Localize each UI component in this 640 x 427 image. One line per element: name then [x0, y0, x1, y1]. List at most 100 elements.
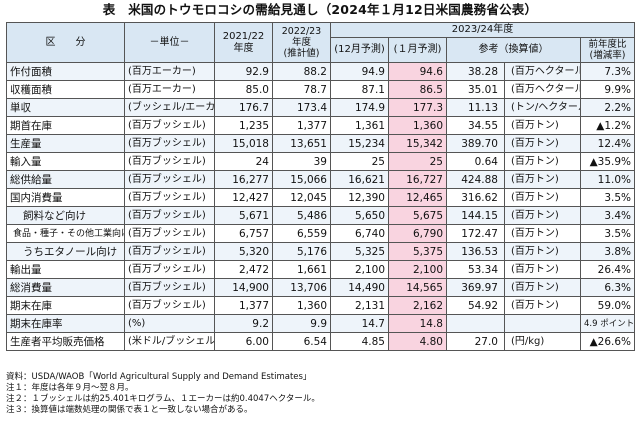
header-dec-forecast: (12月予測)	[330, 37, 389, 63]
note-source: 資料：USDA/WAOB「World Agricultural Supply a…	[6, 372, 312, 382]
value-dec-forecast: 14,490	[330, 278, 389, 297]
reference-value: 389.70	[446, 134, 505, 153]
table-row: 輸入量 (百万ブッシェル) 24 39 25 25 0.64 (百万トン) ▲35.9%	[6, 152, 636, 171]
value-2022-23: 9.9	[272, 314, 331, 333]
value-jan-forecast: 14,565	[388, 278, 447, 297]
value-jan-forecast: 86.5	[388, 80, 447, 99]
value-dec-forecast: 174.9	[330, 98, 389, 117]
header-2021-22: 2021/22 年度	[214, 22, 273, 63]
item-label: 生産量	[6, 134, 125, 153]
value-2022-23: 5,486	[272, 206, 331, 225]
value-jan-forecast: 25	[388, 152, 447, 171]
value-2022-23: 15,066	[272, 170, 331, 189]
value-2022-23: 1,360	[272, 296, 331, 315]
value-dec-forecast: 1,361	[330, 116, 389, 135]
change-rate: 9.9%	[579, 80, 636, 99]
reference-unit: (百万トン)	[504, 170, 581, 189]
value-2022-23: 6.54	[272, 332, 331, 351]
change-rate: 3.5%	[579, 224, 636, 243]
value-2022-23: 1,661	[272, 260, 331, 279]
reference-value: 34.55	[446, 116, 505, 135]
unit-cell: (百万ブッシェル)	[124, 134, 215, 153]
unit-cell: (百万ブッシェル)	[124, 260, 215, 279]
reference-unit: (百万ヘクタール)	[504, 80, 581, 99]
unit-cell: (百万ブッシェル)	[124, 188, 215, 207]
change-rate: 6.3%	[579, 278, 636, 297]
reference-value: 144.15	[446, 206, 505, 225]
value-jan-forecast: 15,342	[388, 134, 447, 153]
reference-unit: (百万トン)	[504, 134, 581, 153]
unit-cell: (百万ブッシェル)	[124, 278, 215, 297]
reference-unit: (百万ヘクタール)	[504, 62, 581, 81]
value-2021-22: 9.2	[214, 314, 273, 333]
reference-value	[446, 314, 505, 333]
change-rate: 11.0%	[579, 170, 636, 189]
header-kubun: 区 分	[6, 22, 125, 63]
table-row: 輸出量 (百万ブッシェル) 2,472 1,661 2,100 2,100 53.34 (百万…	[6, 260, 636, 279]
unit-cell: (百万ブッシェル)	[124, 170, 215, 189]
item-label: 収穫面積	[6, 80, 125, 99]
value-dec-forecast: 2,100	[330, 260, 389, 279]
reference-value: 0.64	[446, 152, 505, 171]
value-dec-forecast: 14.7	[330, 314, 389, 333]
reference-value: 136.53	[446, 242, 505, 261]
value-dec-forecast: 94.9	[330, 62, 389, 81]
value-2021-22: 1,235	[214, 116, 273, 135]
value-2021-22: 2,472	[214, 260, 273, 279]
change-rate: 3.5%	[579, 188, 636, 207]
table-row: 単収(ブッシェル/エーカー)176.7173.4174.9177.311.13(…	[6, 98, 636, 117]
table-row: 飼料など向け (百万ブッシェル) 5,671 5,486 5,650 5,675 144.1…	[6, 206, 636, 225]
reference-value: 35.01	[446, 80, 505, 99]
value-2021-22: 6,757	[214, 224, 273, 243]
item-label: 期首在庫	[6, 116, 125, 135]
value-2022-23: 5,176	[272, 242, 331, 261]
item-label: 総供給量	[6, 170, 125, 189]
page-title: 表 米国のトウモロコシの需給見通し（2024年１月12日米国農務省公表）	[102, 2, 538, 17]
value-2021-22: 24	[214, 152, 273, 171]
reference-unit: (百万トン)	[504, 224, 581, 243]
change-rate: 26.4%	[579, 260, 636, 279]
reference-unit: (トン/ヘクタール)	[504, 98, 581, 117]
value-2022-23: 173.4	[272, 98, 331, 117]
notes: 資料：USDA/WAOB「World Agricultural Supply a…	[6, 372, 634, 416]
value-dec-forecast: 5,325	[330, 242, 389, 261]
reference-unit: (百万トン)	[504, 188, 581, 207]
header-jan-forecast: (１月予測)	[388, 37, 447, 63]
item-label: 飼料など向け	[6, 206, 125, 225]
value-2022-23: 88.2	[272, 62, 331, 81]
unit-cell: (ブッシェル/エーカー)	[124, 98, 215, 117]
header-unit: －単位－	[124, 22, 215, 63]
item-label: 輸出量	[6, 260, 125, 279]
change-rate: 2.2%	[579, 98, 636, 117]
table-row: 作付面積 (百万エーカー) 92.9 88.2 94.9 94.6 38.28 (百万ヘクター…	[6, 62, 636, 81]
value-dec-forecast: 5,650	[330, 206, 389, 225]
item-label: 国内消費量	[6, 188, 125, 207]
table-row: 食品・種子・その他工業向け (百万ブッシェル) 6,757 6,559 6,740 6,7…	[6, 224, 636, 243]
table-row: 期首在庫 (百万ブッシェル) 1,235 1,377 1,361 1,360 34.55 (百…	[6, 116, 636, 135]
table-body: 作付面積 (百万エーカー) 92.9 88.2 94.9 94.6 38.28 (百万ヘクター…	[6, 62, 636, 351]
reference-unit: (百万トン)	[504, 116, 581, 135]
unit-cell: (百万ブッシェル)	[124, 116, 215, 135]
value-2021-22: 14,900	[214, 278, 273, 297]
value-jan-forecast: 16,727	[388, 170, 447, 189]
value-jan-forecast: 14.8	[388, 314, 447, 333]
value-2021-22: 5,320	[214, 242, 273, 261]
item-label: 作付面積	[6, 62, 125, 81]
item-label: 生産者平均販売価格	[6, 332, 125, 351]
reference-unit: (百万トン)	[504, 278, 581, 297]
item-label: うちエタノール向け	[6, 242, 125, 261]
change-rate: ▲1.2%	[579, 116, 636, 135]
value-2021-22: 176.7	[214, 98, 273, 117]
unit-cell: (米ドル/ブッシェル)	[124, 332, 215, 351]
item-label: 期末在庫	[6, 296, 125, 315]
value-2022-23: 39	[272, 152, 331, 171]
value-jan-forecast: 6,790	[388, 224, 447, 243]
header-reference: 参考（換算値）	[446, 37, 581, 63]
header-row-2: (12月予測) (１月予測) 参考（換算値） 前年度比 (増減率)	[7, 37, 636, 63]
change-rate: ▲35.9%	[579, 152, 636, 171]
value-dec-forecast: 2,131	[330, 296, 389, 315]
value-2021-22: 15,018	[214, 134, 273, 153]
reference-unit: (百万トン)	[504, 296, 581, 315]
change-rate: 3.8%	[579, 242, 636, 261]
supply-demand-table: 区 分 －単位－ 2021/22 年度 2022/23 年度 (推計値) 202…	[6, 22, 636, 351]
